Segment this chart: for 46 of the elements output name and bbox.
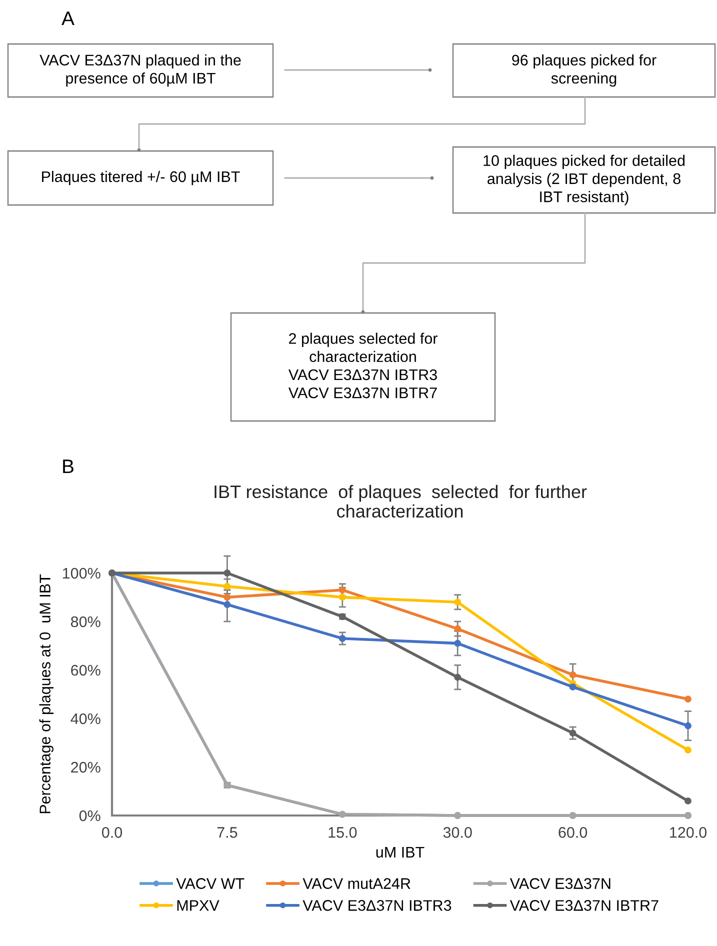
- point: [684, 746, 692, 754]
- y-tick-label: 100%: [62, 568, 100, 579]
- point: [224, 570, 231, 576]
- point: [338, 594, 346, 601]
- point: [454, 598, 462, 606]
- point: [569, 684, 576, 690]
- y-tick-label: 60%: [71, 664, 100, 676]
- text: A: [62, 12, 74, 26]
- legend-label: VACV E3Δ37N IBTR3: [302, 900, 452, 911]
- text: B: [63, 460, 74, 474]
- text: VACV E3Δ37N plaqued in the presence of 60µM IBT: [40, 54, 241, 87]
- x-tick-label: 60.0: [558, 827, 588, 838]
- point: [454, 640, 462, 647]
- y-tick-label: 40%: [70, 713, 100, 724]
- text: 96 plaques picked for screening: [512, 54, 656, 87]
- point: [338, 586, 346, 594]
- legend-label: VACV WT: [176, 878, 244, 889]
- point: [684, 797, 692, 804]
- point: [224, 594, 231, 601]
- point: [454, 625, 462, 632]
- legend-label: VACV E3Δ37N IBTR7: [510, 900, 658, 911]
- point: [454, 674, 462, 681]
- legend-label: MPXV: [177, 900, 220, 911]
- point: [684, 722, 692, 730]
- x-tick-label: 7.5: [217, 827, 238, 838]
- point: [569, 671, 576, 678]
- y-tick-label: 80%: [70, 616, 100, 628]
- point: [684, 696, 692, 703]
- x-tick-label: 30.0: [443, 827, 472, 838]
- y-axis-title: Percentage of plaques at 0 uM IBT: [39, 574, 54, 814]
- y-tick-label: 20%: [71, 762, 100, 773]
- y-tick-label: 0%: [79, 810, 100, 822]
- x-tick-label: 15.0: [328, 827, 357, 838]
- point: [224, 582, 231, 590]
- x-tick-label: 0.0: [102, 827, 122, 838]
- legend-label: VACV E3Δ37N: [510, 878, 610, 889]
- text: 10 plaques picked for detailed analysis (2 IBT dependent, 8 IBT resistant): [484, 154, 685, 206]
- x-tick-label: 120.0: [670, 827, 707, 838]
- chart-title: IBT resistance of plaques selected for further characterization: [214, 484, 587, 518]
- point: [224, 601, 231, 608]
- text: 2 plaques selected for characterization VACV E3Δ37N IBTR3 VACV E3Δ37N IBTR7: [288, 332, 438, 398]
- point: [569, 730, 576, 737]
- x-axis-title: uM IBT: [376, 846, 424, 858]
- text: Plaques titered +/- 60 µM IBT: [42, 170, 240, 186]
- point: [338, 635, 346, 642]
- legend-label: VACV mutA24R: [302, 878, 410, 889]
